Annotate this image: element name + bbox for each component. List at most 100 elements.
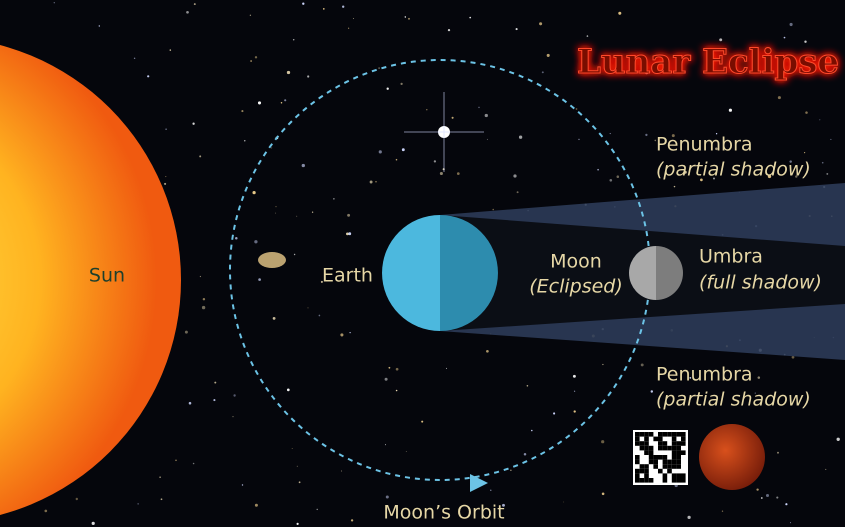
umbra-note: (full shadow): [699, 272, 822, 294]
qr-module: [635, 460, 640, 465]
star: [402, 148, 405, 151]
star: [348, 232, 351, 235]
star: [542, 71, 544, 73]
star: [421, 421, 423, 423]
qr-module: [667, 432, 672, 437]
star: [517, 191, 519, 193]
qr-module: [644, 450, 649, 455]
star: [448, 29, 450, 31]
star: [44, 510, 47, 513]
star: [618, 12, 621, 15]
star: [617, 175, 620, 178]
star: [233, 416, 234, 417]
star: [758, 376, 761, 379]
qr-module: [635, 473, 640, 478]
star: [138, 503, 139, 504]
qr-module: [676, 450, 681, 455]
qr-module: [653, 455, 658, 460]
star: [293, 39, 294, 40]
qr-module: [644, 446, 649, 451]
star: [199, 155, 201, 157]
qr-module: [635, 455, 640, 460]
star: [790, 522, 791, 523]
qr-module: [644, 432, 649, 437]
qr-module: [681, 473, 686, 478]
star: [396, 368, 399, 371]
star: [553, 412, 555, 414]
star: [610, 133, 611, 134]
star: [258, 278, 261, 281]
star: [457, 172, 460, 175]
qr-module: [640, 432, 645, 437]
star: [147, 75, 149, 77]
qr-module: [672, 437, 677, 442]
star: [687, 516, 690, 519]
qr-module: [676, 432, 681, 437]
qr-module: [635, 432, 640, 437]
star: [252, 191, 255, 194]
star: [297, 466, 298, 467]
star: [729, 109, 732, 112]
star: [76, 498, 78, 500]
sun-label: Sun: [89, 265, 125, 287]
umbra-label: Umbra: [699, 246, 763, 268]
star: [574, 410, 576, 412]
qr-module: [653, 460, 658, 465]
star: [241, 110, 243, 112]
star: [375, 181, 376, 182]
qr-module: [644, 441, 649, 446]
star: [258, 101, 261, 104]
star: [426, 109, 427, 110]
qr-module: [672, 450, 677, 455]
star: [722, 511, 723, 512]
star: [250, 60, 252, 62]
penumbra-lower-note: (partial shadow): [656, 389, 811, 411]
star: [761, 497, 763, 499]
qr-module: [640, 478, 645, 483]
qr-module: [644, 437, 649, 442]
star: [719, 38, 722, 41]
star: [213, 399, 215, 401]
star: [487, 139, 488, 140]
star: [790, 23, 793, 26]
penumbra-upper-note: (partial shadow): [656, 159, 811, 181]
qr-module: [640, 464, 645, 469]
qr-module: [640, 446, 645, 451]
star: [645, 134, 647, 136]
star: [292, 448, 293, 449]
qr-module: [658, 432, 663, 437]
star: [287, 389, 290, 392]
qr-module: [676, 464, 681, 469]
qr-module: [649, 478, 654, 483]
star: [601, 440, 604, 443]
qr-module: [663, 455, 668, 460]
qr-module: [667, 460, 672, 465]
title: Lunar Eclipse: [577, 42, 839, 82]
star: [539, 22, 542, 25]
star: [527, 385, 529, 387]
star: [308, 307, 309, 308]
qr-module: [663, 441, 668, 446]
star: [388, 367, 390, 369]
star: [194, 3, 196, 5]
qr-module: [644, 469, 649, 474]
star: [271, 147, 272, 148]
star: [597, 169, 599, 171]
moon-label: Moon: [550, 251, 602, 273]
star: [175, 459, 177, 461]
qr-module: [663, 460, 668, 465]
star: [299, 481, 301, 483]
star: [379, 150, 382, 153]
qr-module: [681, 437, 686, 442]
star: [276, 206, 277, 207]
star: [284, 99, 286, 101]
star: [452, 117, 454, 119]
qr-module: [653, 464, 658, 469]
star: [576, 108, 578, 110]
star: [574, 391, 575, 392]
star: [294, 254, 295, 255]
star: [784, 37, 786, 39]
star: [674, 186, 675, 187]
star: [408, 18, 410, 20]
star: [405, 16, 406, 17]
